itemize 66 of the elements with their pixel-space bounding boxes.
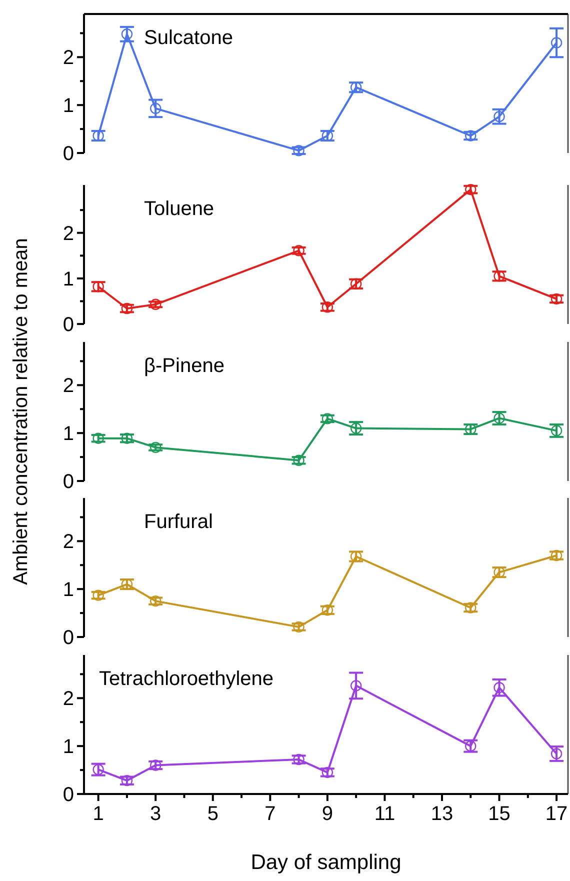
- point: [322, 604, 334, 616]
- point: [494, 682, 505, 694]
- point: [350, 82, 362, 93]
- text: Sulcatone: [144, 27, 233, 49]
- point: [322, 130, 334, 142]
- point: [150, 760, 162, 771]
- y-tick-label: 0: [62, 627, 74, 649]
- point: [293, 754, 304, 766]
- point: [350, 550, 362, 562]
- y-tick-label: 0: [62, 143, 74, 165]
- text: Furfural: [144, 511, 213, 533]
- point: [92, 281, 104, 292]
- y-tick-label: 1: [62, 268, 74, 290]
- point: [121, 28, 133, 40]
- x-tick-label: 11: [374, 803, 396, 825]
- point: [293, 454, 304, 466]
- y-tick-label: 2: [62, 222, 74, 245]
- x-tick-label: 9: [322, 803, 333, 825]
- point: [350, 680, 362, 692]
- point: [465, 424, 476, 435]
- x-tick-label: 13: [430, 803, 454, 825]
- y-tick-label: 2: [62, 47, 74, 70]
- x-axis-title: Day of sampling: [250, 851, 402, 874]
- point: [350, 278, 362, 290]
- point: [494, 270, 505, 282]
- y-tick-label: 0: [62, 471, 74, 493]
- y-tick-label: 0: [62, 784, 74, 806]
- y-tick-label: 2: [62, 375, 74, 398]
- point: [121, 432, 133, 444]
- point: [550, 37, 562, 48]
- x-tick-label: 17: [545, 803, 568, 825]
- point: [121, 578, 133, 590]
- y-tick-label: 1: [62, 95, 74, 118]
- x-tick-label: 3: [150, 803, 162, 825]
- y-tick-label: 1: [62, 423, 74, 446]
- point: [150, 102, 162, 114]
- point: [92, 764, 104, 776]
- point: [92, 130, 104, 142]
- y-axis-title: Ambient concentration relative to mean: [10, 238, 32, 585]
- point: [150, 595, 162, 607]
- text: Toluene: [144, 198, 214, 220]
- y-tick-label: 2: [62, 688, 74, 710]
- point: [465, 184, 476, 196]
- point: [150, 298, 162, 310]
- point: [150, 442, 162, 454]
- point: [465, 602, 476, 614]
- x-tick-label: 7: [264, 803, 276, 825]
- point: [293, 245, 304, 256]
- point: [465, 130, 476, 142]
- y-tick-label: 1: [62, 736, 74, 758]
- text: Tetrachloroethylene: [99, 668, 274, 690]
- point: [293, 145, 304, 156]
- y-tick-label: 2: [62, 531, 74, 554]
- point: [293, 621, 304, 633]
- x-tick-label: 15: [488, 803, 510, 825]
- point: [121, 302, 133, 314]
- point: [322, 302, 334, 313]
- y-tick-label: 0: [62, 314, 74, 336]
- point: [465, 740, 476, 752]
- text: β-Pinene: [144, 355, 224, 377]
- x-tick-label: 5: [207, 803, 218, 825]
- point: [121, 774, 133, 786]
- x-tick-label: 1: [92, 803, 104, 825]
- y-tick-label: 1: [62, 579, 74, 602]
- point: [322, 766, 334, 778]
- point: [322, 413, 334, 424]
